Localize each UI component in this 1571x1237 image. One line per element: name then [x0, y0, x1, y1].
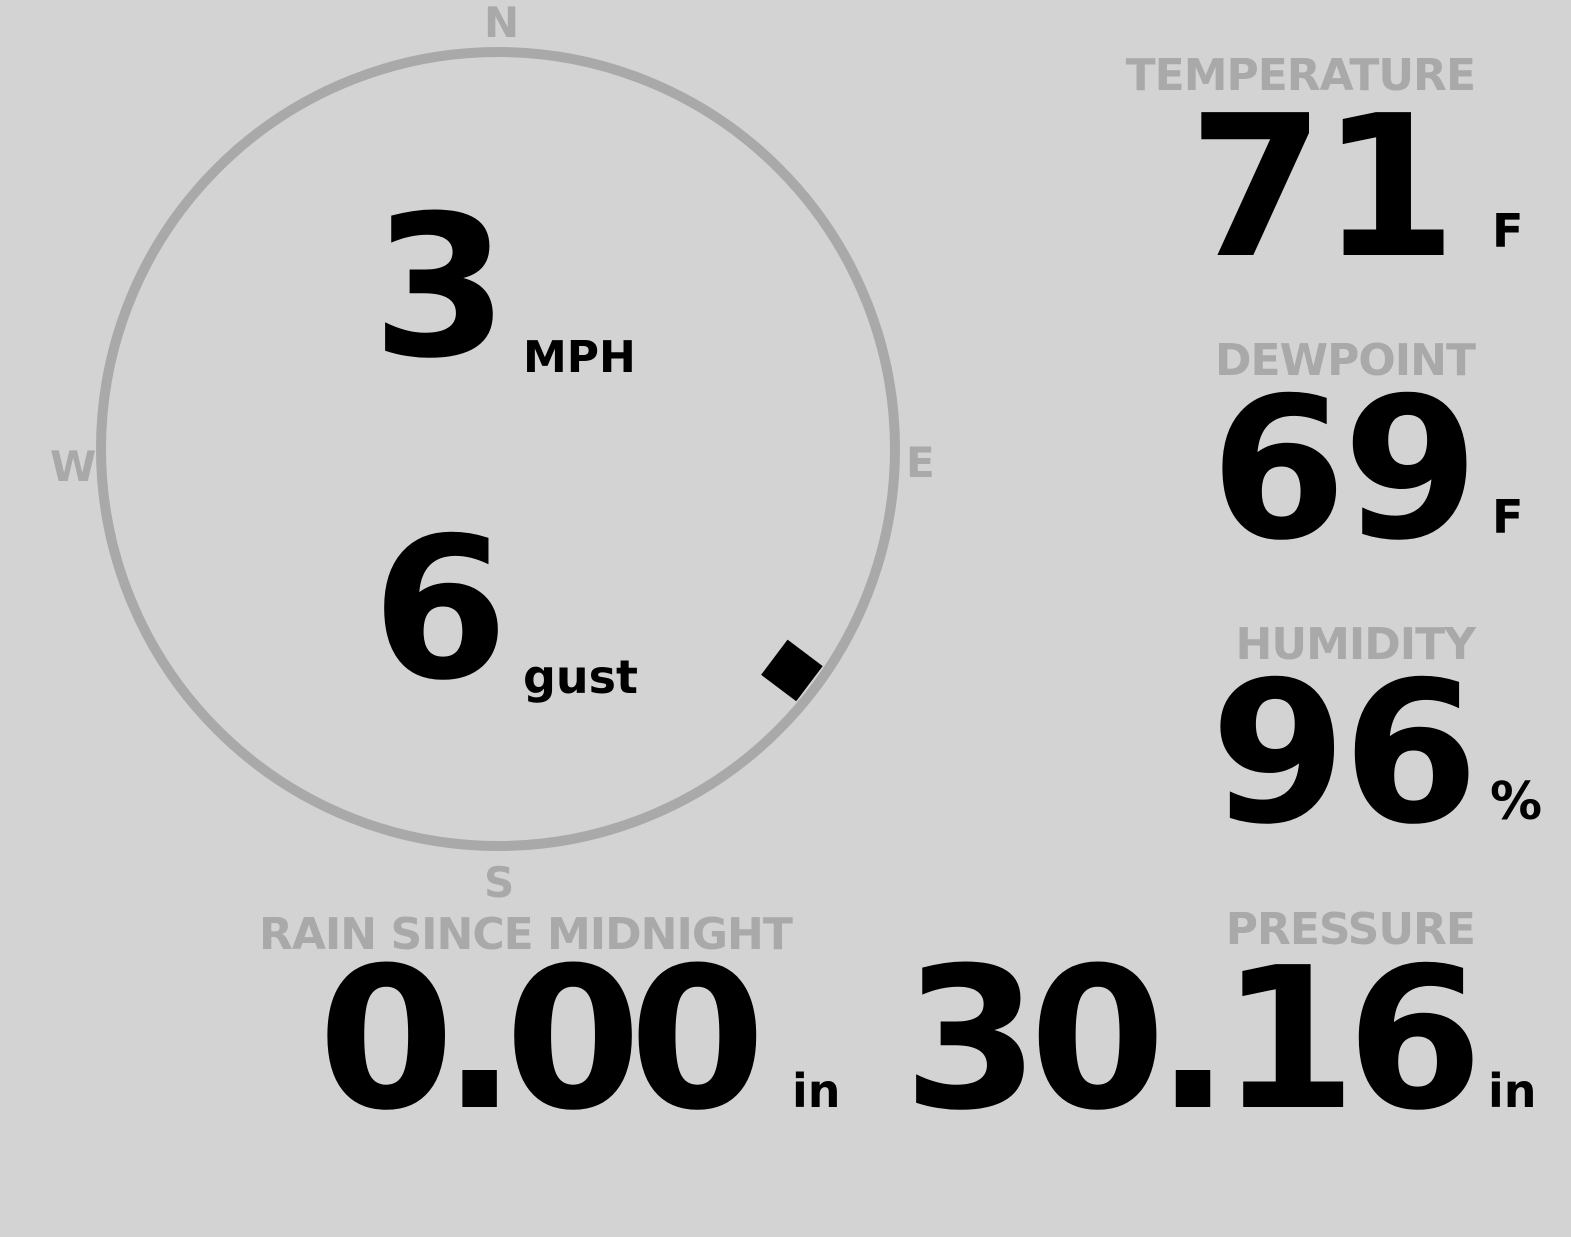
temperature-label: TEMPERATURE: [1125, 50, 1476, 101]
wind-speed-unit: MPH: [523, 332, 636, 383]
wind-speed-value: 3: [372, 174, 508, 402]
wind-gust-unit: gust: [523, 650, 639, 704]
compass-south: S: [484, 858, 515, 907]
wind-gust-value: 6: [372, 496, 508, 724]
temperature-unit: F: [1492, 204, 1524, 258]
dewpoint-label: DEWPOINT: [1215, 335, 1476, 386]
humidity-label: HUMIDITY: [1235, 619, 1476, 670]
humidity-value: 96: [1210, 640, 1479, 868]
pressure-unit: in: [1488, 1064, 1537, 1118]
rain-unit: in: [792, 1064, 841, 1118]
compass-east: E: [906, 438, 935, 487]
wind-direction-marker: [761, 639, 823, 702]
humidity-unit: %: [1490, 772, 1543, 832]
pressure-value: 30.16: [903, 926, 1483, 1154]
compass-west: W: [50, 442, 97, 491]
rain-value: 0.00: [318, 926, 766, 1154]
pressure-label: PRESSURE: [1225, 904, 1476, 955]
dewpoint-value: 69: [1210, 356, 1479, 584]
dewpoint-unit: F: [1492, 490, 1524, 544]
rain-label: RAIN SINCE MIDNIGHT: [259, 909, 793, 960]
temperature-value: 71: [1188, 74, 1457, 302]
compass-ring: [96, 47, 900, 851]
compass-north: N: [484, 0, 520, 47]
